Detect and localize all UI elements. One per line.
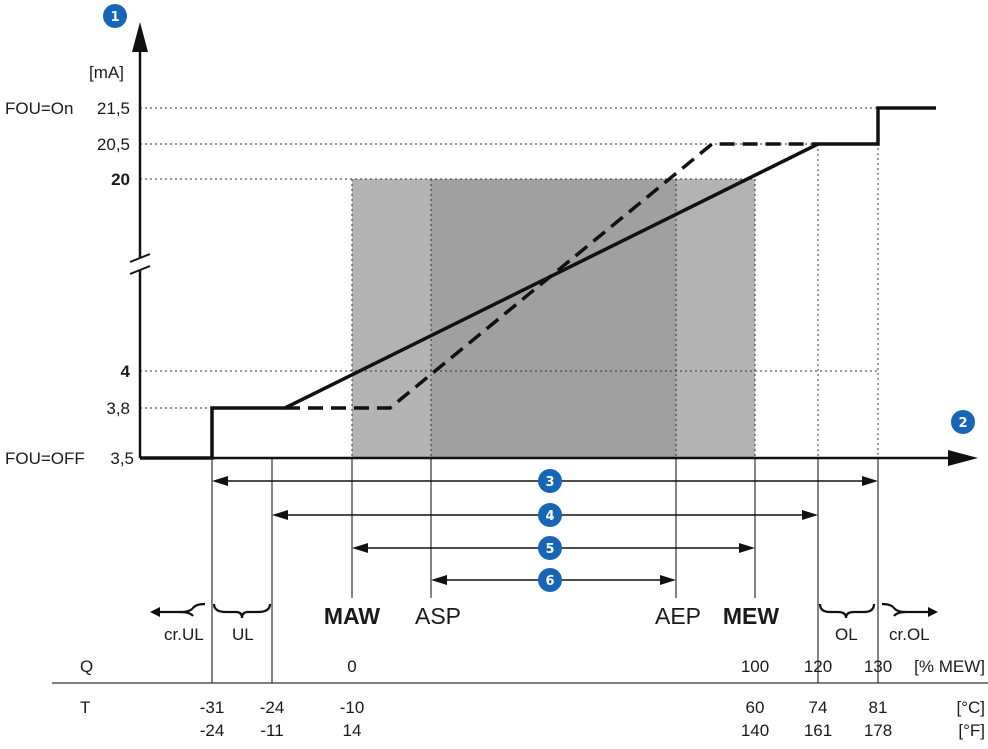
reference-lines (211, 458, 879, 683)
x-axis (140, 450, 978, 466)
svg-text:5: 5 (545, 542, 554, 557)
cr-ul-marker (150, 602, 206, 617)
fou-on-label: FOU=On (5, 99, 74, 118)
ol-bracket (818, 603, 876, 619)
svg-text:2: 2 (958, 416, 967, 431)
ul-label: UL (232, 625, 254, 644)
y-tick-20: 20 (111, 170, 130, 189)
y-tick-3-5: 3,5 (110, 449, 134, 468)
q-value-100: 100 (741, 657, 769, 676)
asp-label: ASP (415, 603, 461, 629)
t-c-value: -10 (340, 698, 365, 717)
badge-range-3: 3 (538, 469, 562, 493)
t-f-value: 161 (804, 721, 832, 740)
t-f-value: 14 (343, 721, 362, 740)
y-tick-20-5: 20,5 (97, 135, 130, 154)
t-f-value: 178 (864, 721, 892, 740)
cr-ul-label: cr.UL (164, 625, 204, 644)
t-c-value: 60 (746, 698, 765, 717)
badge-range-5: 5 (538, 536, 562, 560)
q-value-130: 130 (864, 657, 892, 676)
solid-characteristic-curve (140, 106, 936, 460)
aep-label: AEP (655, 603, 701, 629)
set-range-zone (431, 179, 676, 458)
y-axis (129, 22, 151, 458)
t-c-value: 74 (809, 698, 828, 717)
t-f-value: 140 (741, 721, 769, 740)
q-value-0: 0 (347, 657, 356, 676)
svg-text:3: 3 (545, 475, 554, 490)
range-arrows (212, 476, 878, 585)
t-celsius-unit: [°C] (956, 698, 985, 717)
y-tick-3-8: 3,8 (106, 399, 130, 418)
t-c-value: -24 (260, 698, 285, 717)
t-c-value: 81 (869, 698, 888, 717)
t-fahrenheit-unit: [°F] (958, 721, 985, 740)
q-row-label: Q (80, 657, 93, 676)
ul-bracket (212, 603, 272, 619)
maw-label: MAW (324, 603, 381, 629)
t-f-value: -11 (260, 721, 283, 740)
badge-x-axis: 2 (951, 410, 975, 434)
t-c-value: -31 (200, 698, 225, 717)
x-axis-arrowhead (948, 450, 978, 466)
svg-text:1: 1 (110, 10, 119, 25)
q-unit: [% MEW] (914, 657, 985, 676)
t-row-label: T (80, 698, 90, 717)
badge-range-4: 4 (538, 503, 562, 527)
y-tick-21-5: 21,5 (97, 99, 130, 118)
vertical-guides (351, 108, 879, 458)
svg-text:6: 6 (545, 574, 554, 589)
ol-label: OL (835, 625, 858, 644)
y-unit-label: [mA] (89, 63, 124, 82)
y-tick-4: 4 (121, 362, 131, 381)
q-value-120: 120 (804, 657, 832, 676)
cr-ol-label: cr.OL (889, 625, 930, 644)
mew-label: MEW (723, 603, 780, 629)
svg-text:4: 4 (545, 509, 554, 524)
badge-y-axis: 1 (103, 4, 127, 28)
fou-off-label: FOU=OFF (5, 449, 85, 468)
t-f-value: -24 (200, 721, 225, 740)
badge-range-6: 6 (538, 568, 562, 592)
cr-ol-marker (881, 602, 938, 617)
y-axis-arrowhead (132, 22, 148, 52)
